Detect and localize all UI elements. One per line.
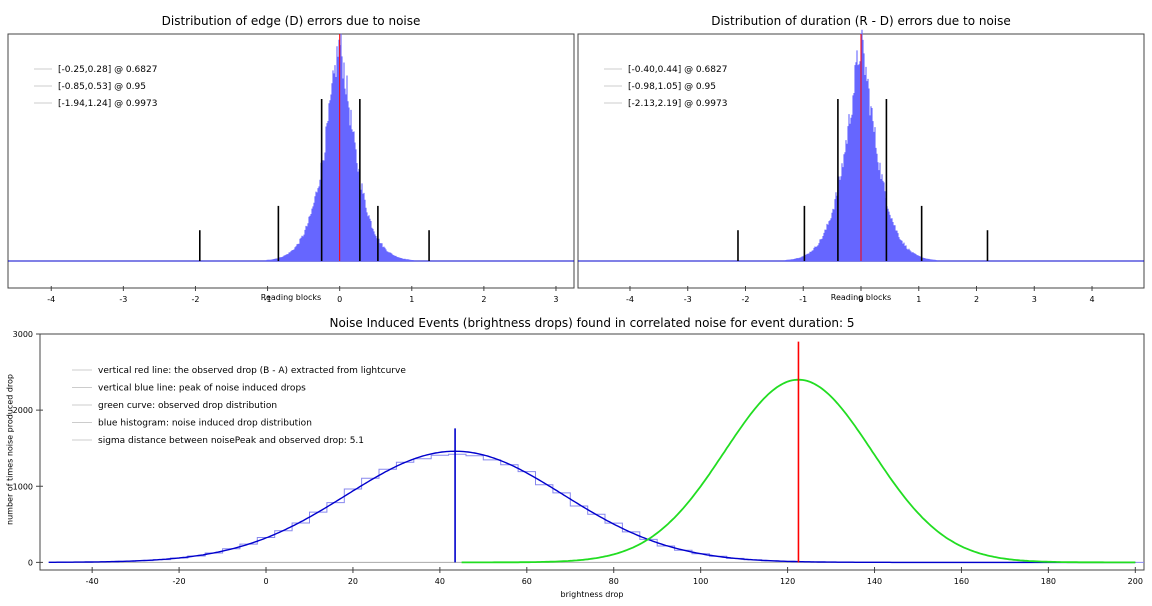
- panel-3-xtick-label: -20: [173, 577, 186, 586]
- panel-3-xtick-label: 0: [263, 577, 268, 586]
- panel-3-ytick-label: 2000: [13, 406, 33, 415]
- panel-2-legend-label: [-0.98,1.05] @ 0.95: [628, 82, 716, 92]
- panel-3-xtick-label: 100: [693, 577, 708, 586]
- panel-1-legend-label: [-0.25,0.28] @ 0.6827: [58, 65, 157, 75]
- panel-1-frame: [7, 33, 575, 289]
- panel-3-xtick-label: 200: [1128, 577, 1143, 586]
- panel-1-legend-label: [-1.94,1.24] @ 0.9973: [58, 99, 157, 109]
- panel-3-xtick-label: 20: [348, 577, 358, 586]
- panel-3-xlabel: brightness drop: [560, 590, 624, 599]
- panel-3-xtick-label: 80: [609, 577, 619, 586]
- panel-3-ytick-label: 0: [28, 558, 33, 567]
- panel-3-xtick-label: 60: [522, 577, 532, 586]
- panel-3-blue-curve: [48, 450, 1136, 564]
- panel-3-title: Noise Induced Events (brightness drops) …: [329, 316, 855, 330]
- panel-3-frame: [39, 333, 1145, 571]
- panel-1-xlabel: Reading blocks: [260, 293, 322, 302]
- panel-3-legend-label: green curve: observed drop distribution: [98, 401, 277, 411]
- panel-2-legend-label: [-2.13,2.19] @ 0.9973: [628, 99, 727, 109]
- panel-3-legend-label: vertical blue line: peak of noise induce…: [98, 384, 306, 394]
- panel-3-xtick-label: 40: [435, 577, 445, 586]
- panel-3-ytick-label: 3000: [13, 330, 33, 339]
- panel-3-xtick-label: 140: [867, 577, 882, 586]
- panel-2-xlabel: Reading blocks: [830, 293, 892, 302]
- panel-3-blue-histogram: [48, 453, 1144, 563]
- panel-2-frame: [577, 33, 1145, 289]
- panel-2-title: Distribution of duration (R - D) errors …: [711, 14, 1011, 28]
- panel-3-legend-label: vertical red line: the observed drop (B …: [98, 366, 406, 376]
- panel-1-histogram: [265, 33, 415, 261]
- panel-3-xtick-label: 120: [780, 577, 795, 586]
- panel-2-histogram: [784, 29, 938, 261]
- panel-1-legend-label: [-0.85,0.53] @ 0.95: [58, 82, 146, 92]
- panel-3-ytick-label: 1000: [13, 482, 33, 491]
- panel-3-ylabel: number of times noise produced drop: [5, 374, 15, 525]
- panel-3-xtick-label: -40: [86, 577, 99, 586]
- panel-3-green-curve: [461, 378, 1136, 564]
- panel-1-title: Distribution of edge (D) errors due to n…: [161, 14, 421, 28]
- panel-3-xtick-label: 180: [1041, 577, 1056, 586]
- panel-3-legend-label: blue histogram: noise induced drop distr…: [98, 419, 312, 429]
- panel-2-legend-label: [-0.40,0.44] @ 0.6827: [628, 65, 727, 75]
- panel-3-xtick-label: 160: [954, 577, 969, 586]
- panel-3-legend-label: sigma distance between noisePeak and obs…: [98, 436, 364, 446]
